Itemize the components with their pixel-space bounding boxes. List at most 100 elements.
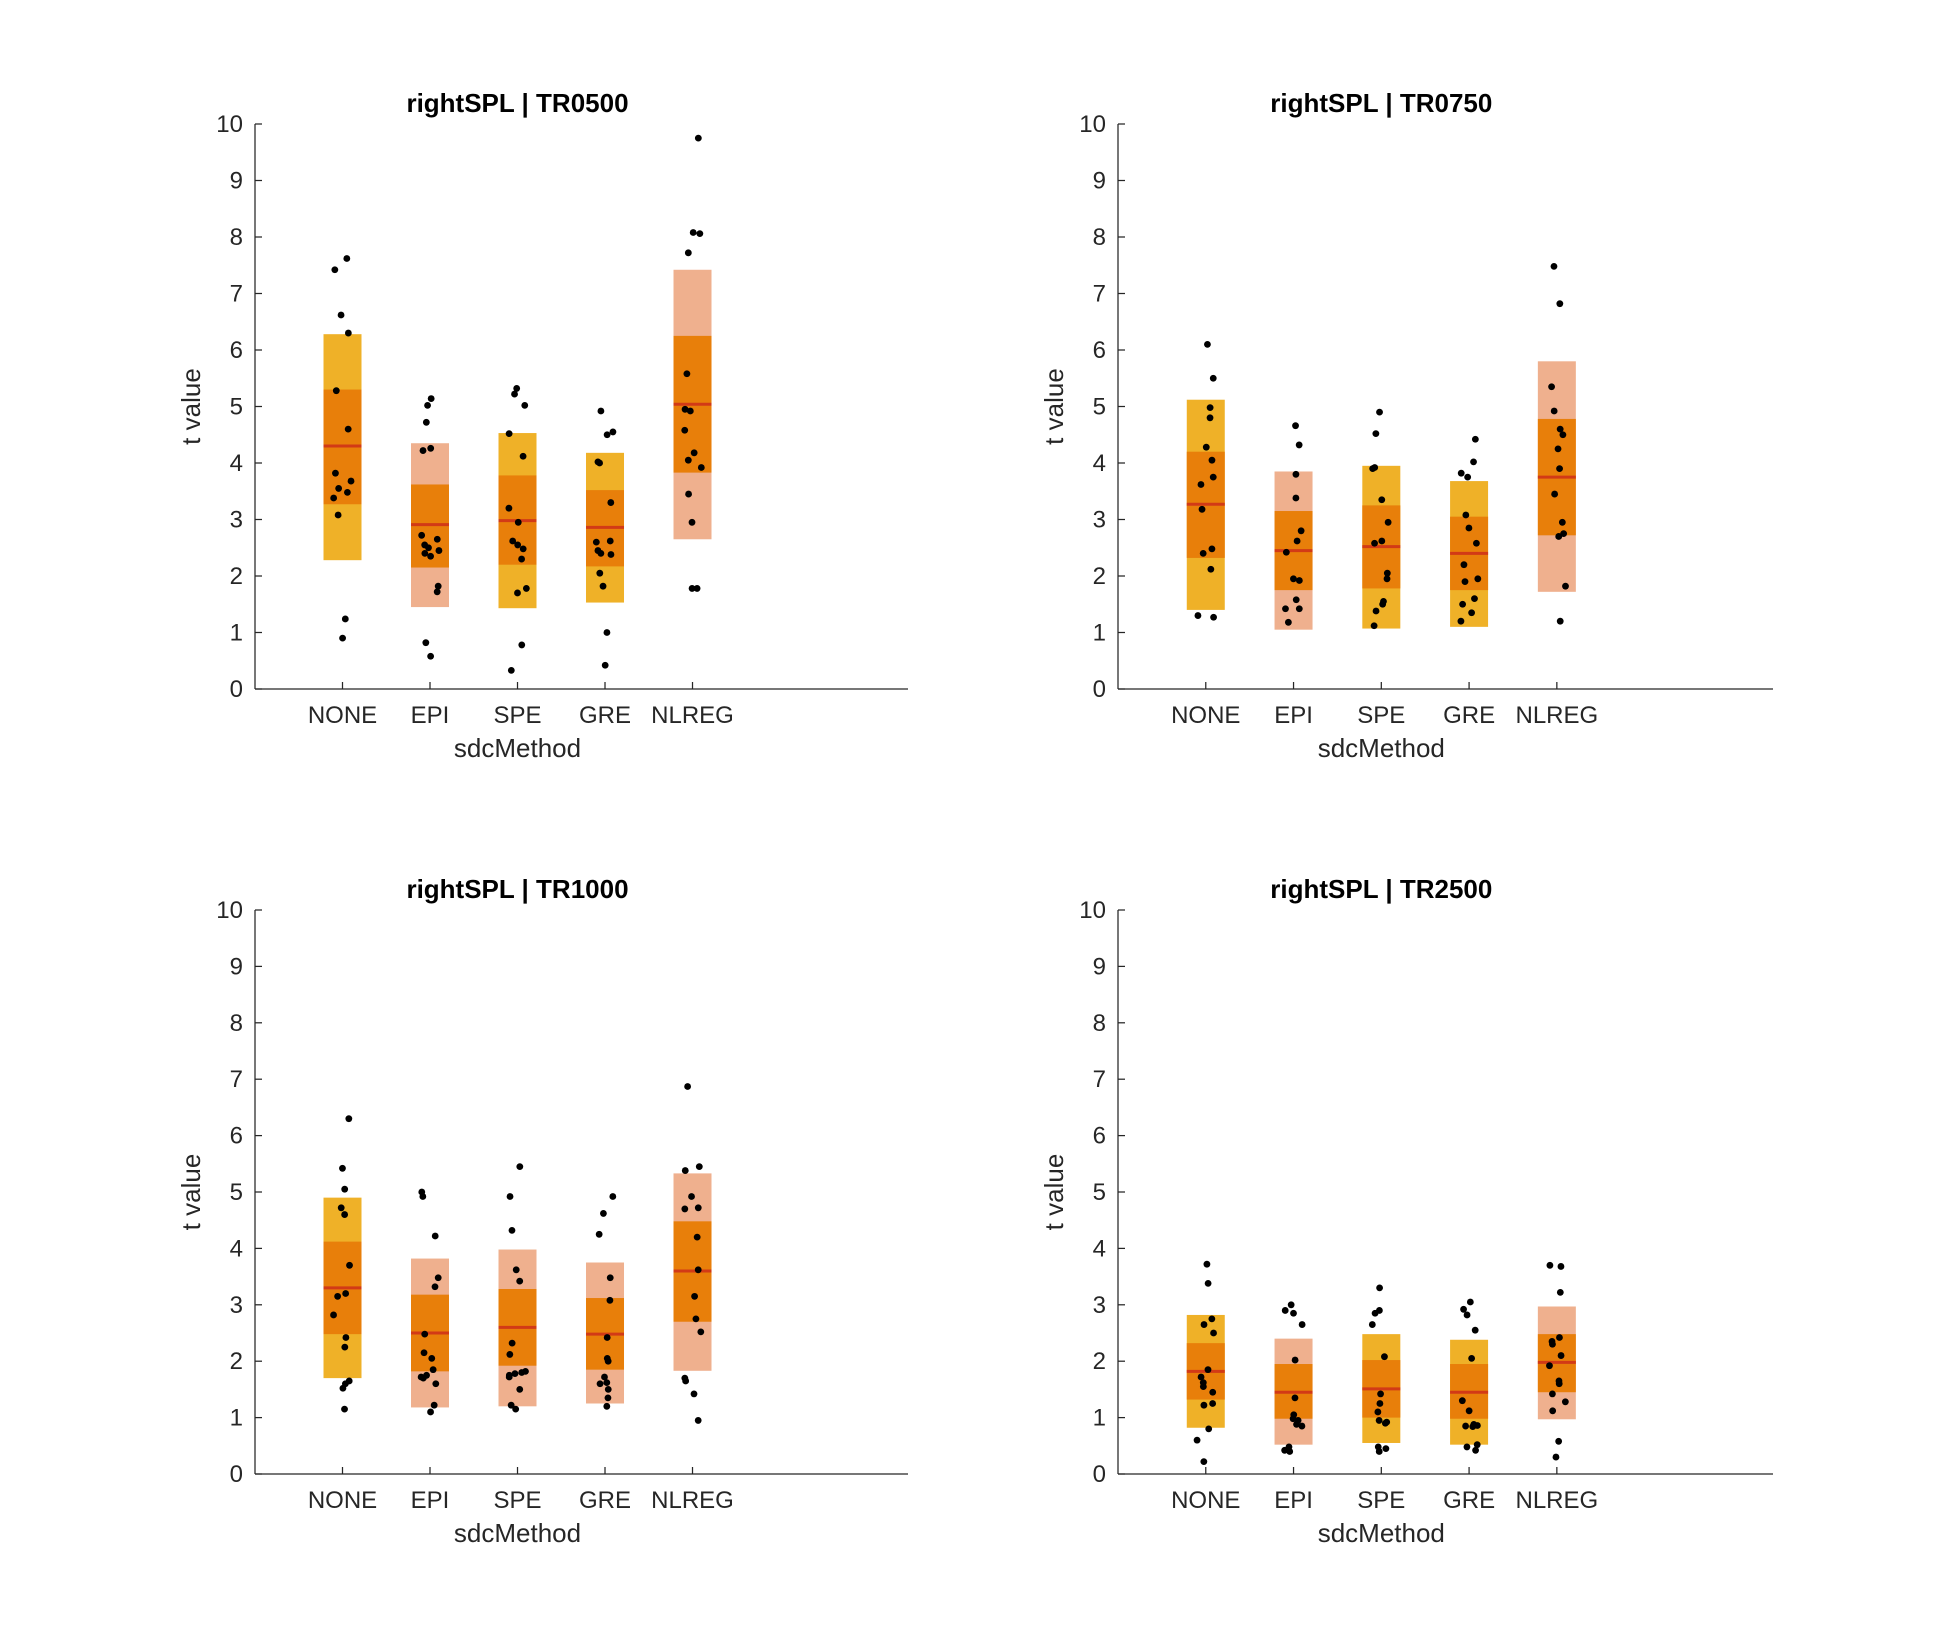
data-point xyxy=(1376,408,1383,416)
x-tick-label-nlreg: NLREG xyxy=(1516,1487,1599,1514)
data-point xyxy=(1209,1400,1217,1407)
data-point xyxy=(691,1292,698,1300)
data-point xyxy=(337,1204,345,1212)
data-point xyxy=(1209,1388,1217,1396)
data-point xyxy=(1470,458,1477,466)
y-tick-label: 0 xyxy=(1093,1461,1106,1488)
data-point xyxy=(607,499,615,506)
y-tick-label: 10 xyxy=(1079,111,1106,138)
data-point xyxy=(683,370,691,378)
data-point xyxy=(1457,469,1465,477)
data-point xyxy=(597,550,605,557)
x-tick-label-none: NONE xyxy=(1171,1487,1240,1514)
y-tick-label: 6 xyxy=(230,1123,243,1150)
data-point xyxy=(332,387,340,395)
data-point xyxy=(512,1266,520,1274)
data-point xyxy=(513,385,521,392)
data-point xyxy=(1459,600,1467,608)
data-point xyxy=(603,629,611,636)
data-point xyxy=(1469,1423,1477,1431)
data-point xyxy=(1383,569,1391,577)
data-point xyxy=(601,661,609,669)
y-tick-label: 0 xyxy=(230,1461,243,1488)
data-point xyxy=(508,1339,516,1347)
data-point xyxy=(506,1351,514,1358)
y-axis-label: t value xyxy=(176,368,206,445)
data-point xyxy=(1200,1401,1208,1409)
data-point xyxy=(592,538,600,546)
data-point xyxy=(1458,1397,1466,1405)
y-tick-label: 1 xyxy=(230,1405,243,1432)
data-point xyxy=(1199,550,1207,557)
data-point xyxy=(1557,1263,1565,1270)
data-point xyxy=(1372,607,1380,615)
y-tick-label: 8 xyxy=(1093,1010,1106,1037)
data-point xyxy=(430,1401,438,1409)
data-point xyxy=(427,1408,434,1416)
data-point xyxy=(1555,1380,1563,1388)
data-point xyxy=(431,1283,439,1291)
y-tick-label: 10 xyxy=(216,897,243,924)
data-point xyxy=(1210,613,1217,621)
y-tick-label: 8 xyxy=(1093,224,1106,251)
data-point xyxy=(689,229,697,236)
data-point xyxy=(1200,1321,1208,1328)
chart-title: rightSPL | TR0500 xyxy=(406,88,628,118)
x-tick-label-nlreg: NLREG xyxy=(651,702,734,729)
data-point xyxy=(681,405,689,413)
y-tick-label: 4 xyxy=(1093,1235,1106,1262)
data-point xyxy=(1281,1446,1289,1454)
data-point xyxy=(514,541,522,549)
data-point xyxy=(344,488,351,496)
data-point xyxy=(1473,1441,1481,1449)
y-tick-label: 8 xyxy=(230,1010,243,1037)
data-point xyxy=(521,401,529,409)
data-point xyxy=(1468,1354,1476,1362)
data-point xyxy=(1474,575,1482,583)
x-tick-label-spe: SPE xyxy=(493,702,541,729)
data-point xyxy=(1281,1307,1289,1314)
data-point xyxy=(518,641,526,649)
y-tick-label: 5 xyxy=(1093,394,1106,421)
data-point xyxy=(514,589,521,597)
data-point xyxy=(1291,1356,1299,1364)
y-tick-label: 6 xyxy=(1093,1123,1106,1150)
data-point xyxy=(512,1405,520,1413)
x-tick-label-gre: GRE xyxy=(1443,702,1495,729)
data-point xyxy=(1551,490,1559,498)
data-point xyxy=(507,666,515,674)
data-point xyxy=(1460,1305,1467,1313)
data-point xyxy=(1550,262,1558,270)
data-point xyxy=(1203,1260,1211,1268)
data-point xyxy=(1557,1352,1565,1359)
data-point xyxy=(688,1193,695,1200)
data-point xyxy=(518,555,526,563)
x-tick-label-nlreg: NLREG xyxy=(1516,702,1599,729)
data-point xyxy=(346,1261,353,1269)
data-point xyxy=(345,1115,353,1123)
data-point xyxy=(431,1232,439,1240)
x-axis-label: sdcMethod xyxy=(454,1518,581,1548)
x-axis-label: sdcMethod xyxy=(1318,733,1445,763)
y-tick-label: 1 xyxy=(230,620,243,647)
data-point xyxy=(519,452,527,460)
data-point xyxy=(695,1163,703,1171)
data-point xyxy=(1290,575,1297,583)
data-point xyxy=(1556,465,1563,473)
data-point xyxy=(690,449,698,457)
data-point xyxy=(1463,1311,1471,1319)
data-point xyxy=(607,551,615,558)
data-point xyxy=(1376,1400,1384,1407)
data-point xyxy=(427,552,434,560)
data-point xyxy=(1464,473,1472,481)
data-point xyxy=(690,1390,698,1398)
data-point xyxy=(681,426,689,434)
data-point xyxy=(609,1193,617,1200)
data-point xyxy=(1471,1326,1479,1334)
data-point xyxy=(427,444,435,452)
data-point xyxy=(341,1343,349,1351)
data-point xyxy=(427,652,435,660)
data-point xyxy=(1197,481,1205,488)
data-point xyxy=(421,550,429,557)
